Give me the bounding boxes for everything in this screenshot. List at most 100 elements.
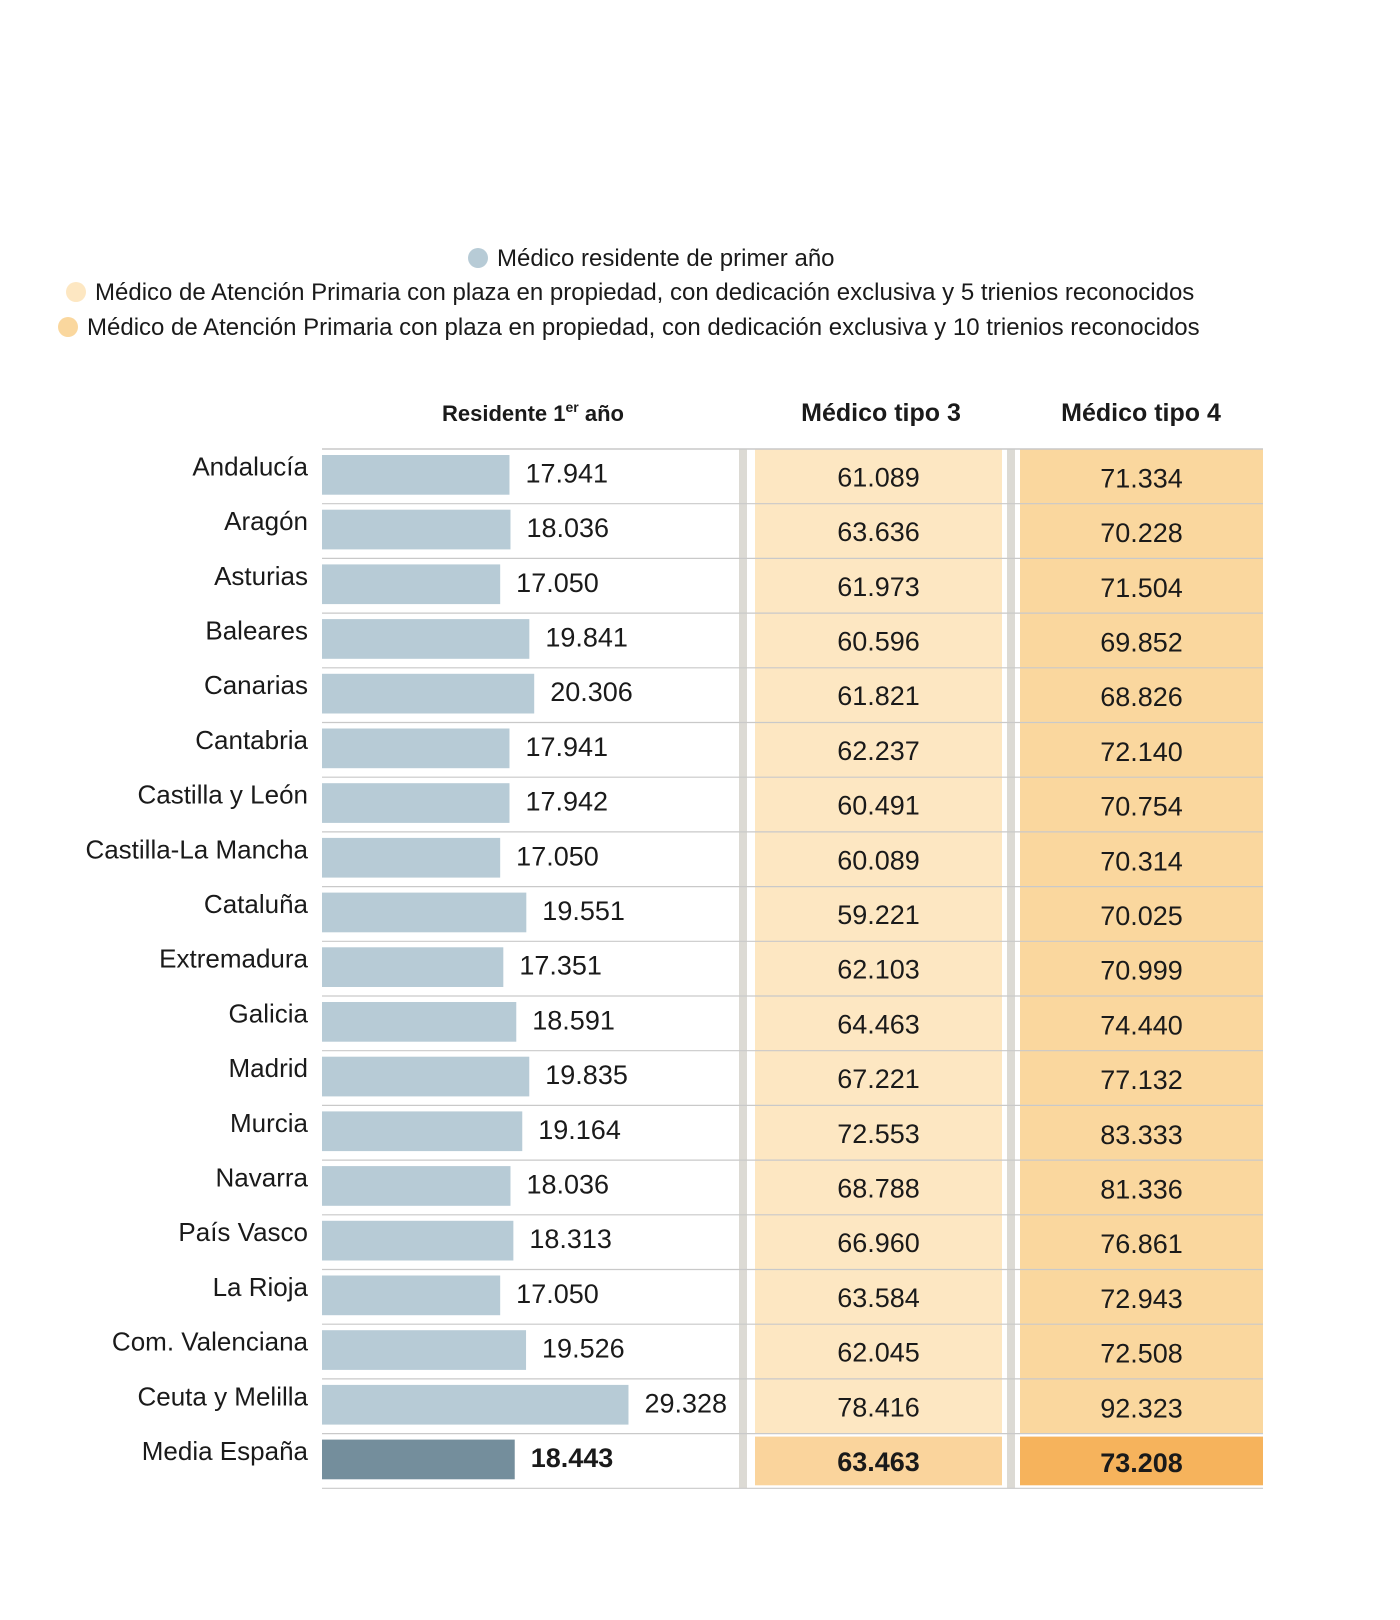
residente-bar xyxy=(322,564,501,605)
table-row: Asturias 17.050 61.973 71.504 xyxy=(214,561,1263,614)
residente-bar xyxy=(322,509,511,550)
residente-bar xyxy=(322,619,530,659)
residente-bar xyxy=(322,1384,629,1425)
tipo3-value: 62.237 xyxy=(837,736,920,766)
tipo4-value: 68.826 xyxy=(1100,682,1183,712)
residente-value: 18.036 xyxy=(526,513,609,543)
table-row: Cantabria 17.941 62.237 72.140 xyxy=(195,725,1263,778)
tipo4-value: 72.508 xyxy=(1100,1339,1183,1369)
tipo4-value: 76.861 xyxy=(1100,1229,1183,1259)
residente-value: 29.328 xyxy=(644,1388,727,1418)
tipo3-value: 78.416 xyxy=(837,1392,920,1422)
tipo4-average-cell xyxy=(1020,1436,1263,1486)
table-row: Canarias 20.306 61.821 68.826 xyxy=(204,670,1263,724)
residente-bar xyxy=(322,1111,523,1152)
table-row: Madrid 19.835 67.221 77.132 xyxy=(229,1053,1263,1107)
residente-value: 19.164 xyxy=(538,1115,621,1145)
region-label: Ceuta y Melilla xyxy=(137,1381,308,1411)
table-row: País Vasco 18.313 66.960 76.861 xyxy=(178,1217,1263,1271)
residente-bar xyxy=(322,892,527,933)
column-separator xyxy=(1007,449,1015,1489)
residente-value: 17.050 xyxy=(516,568,599,598)
tipo4-value: 83.333 xyxy=(1100,1120,1183,1150)
header-tipo3: Médico tipo 3 xyxy=(801,399,961,427)
tipo4-value: 72.943 xyxy=(1100,1284,1183,1314)
region-label: Andalucía xyxy=(192,451,308,481)
table-row: Navarra 18.036 68.788 81.336 xyxy=(216,1162,1263,1216)
residente-bar xyxy=(322,947,504,987)
residente-value: 18.443 xyxy=(531,1443,614,1473)
tipo4-value: 77.132 xyxy=(1100,1065,1183,1095)
residente-bar xyxy=(322,837,501,878)
residente-value: 19.551 xyxy=(542,896,625,926)
header-residente-tail: año xyxy=(579,401,624,426)
table-row: Castilla y León 17.942 60.491 70.754 xyxy=(137,780,1263,833)
tipo3-value: 61.973 xyxy=(837,572,920,602)
residente-bar xyxy=(322,783,510,823)
table-rows: Andalucía 17.941 61.089 71.334 Aragón 18.036 6… xyxy=(85,451,1263,1489)
table-row: Ceuta y Melilla 29.328 78.416 92.323 xyxy=(137,1381,1263,1435)
residente-value: 17.941 xyxy=(525,458,608,488)
residente-bar xyxy=(322,455,510,495)
tipo3-value: 64.463 xyxy=(837,1009,920,1039)
tipo4-value: 70.025 xyxy=(1100,901,1183,931)
legend-dot-residente xyxy=(468,248,488,268)
tipo4-value: 69.852 xyxy=(1100,627,1183,657)
region-label: Madrid xyxy=(229,1053,308,1083)
tipo4-value: 72.140 xyxy=(1100,737,1183,767)
table-row-average: Media España 18.443 63.463 73.208 xyxy=(142,1436,1263,1489)
region-label: Castilla y León xyxy=(137,780,308,810)
tipo4-value: 70.754 xyxy=(1100,792,1183,822)
residente-bar xyxy=(322,1056,530,1097)
residente-value: 17.351 xyxy=(519,951,602,981)
tipo3-value: 61.089 xyxy=(837,462,920,492)
table-row: Aragón 18.036 63.636 70.228 xyxy=(224,506,1263,560)
region-label: Media España xyxy=(142,1436,309,1466)
tipo3-value: 62.045 xyxy=(837,1338,920,1368)
region-label: La Rioja xyxy=(213,1272,309,1302)
legend-dot-tipo3 xyxy=(66,282,86,302)
table-row: Extremadura 17.351 62.103 70.999 xyxy=(159,944,1263,997)
region-label: Asturias xyxy=(214,561,308,591)
region-label: Aragón xyxy=(224,506,308,536)
region-label: Galicia xyxy=(229,998,309,1028)
residente-value: 18.313 xyxy=(529,1224,612,1254)
residente-value: 18.591 xyxy=(532,1005,615,1035)
region-label: Cantabria xyxy=(195,725,308,755)
residente-value: 17.050 xyxy=(516,841,599,871)
residente-bar xyxy=(322,1330,527,1370)
region-label: Com. Valenciana xyxy=(112,1327,309,1357)
region-label: País Vasco xyxy=(178,1217,308,1247)
column-headers: Residente 1er año Médico tipo 3 Médico t… xyxy=(442,399,1221,427)
legend-dot-tipo4 xyxy=(58,317,78,337)
residente-bar xyxy=(322,1275,501,1316)
residente-bar xyxy=(322,1220,514,1261)
column-separator xyxy=(739,449,747,1489)
region-label: Baleares xyxy=(205,615,308,645)
tipo3-value: 62.103 xyxy=(837,955,920,985)
tipo4-value: 70.999 xyxy=(1100,956,1183,986)
region-label: Extremadura xyxy=(159,944,308,974)
tipo3-value: 63.584 xyxy=(837,1283,920,1313)
table-row: Baleares 19.841 60.596 69.852 xyxy=(205,615,1263,669)
residente-bar xyxy=(322,673,535,714)
tipo3-value: 67.221 xyxy=(837,1064,920,1094)
residente-value: 17.941 xyxy=(525,732,608,762)
residente-value: 18.036 xyxy=(526,1169,609,1199)
tipo4-value: 70.314 xyxy=(1100,846,1183,876)
tipo3-average-cell xyxy=(755,1436,1002,1486)
residente-value: 19.841 xyxy=(545,622,628,652)
tipo4-value: 73.208 xyxy=(1100,1448,1183,1478)
residente-value: 19.526 xyxy=(542,1334,625,1364)
table-row: Galicia 18.591 64.463 74.440 xyxy=(229,998,1263,1052)
tipo4-value: 92.323 xyxy=(1100,1393,1183,1423)
tipo3-value: 66.960 xyxy=(837,1228,920,1258)
tipo3-value: 59.221 xyxy=(837,900,920,930)
tipo3-value: 63.463 xyxy=(837,1447,920,1477)
region-label: Castilla-La Mancha xyxy=(85,834,308,864)
tipo4-value: 81.336 xyxy=(1100,1174,1183,1204)
legend-label-tipo4: Médico de Atención Primaria con plaza en… xyxy=(87,314,1200,341)
residente-bar xyxy=(322,1002,517,1042)
table-row: Andalucía 17.941 61.089 71.334 xyxy=(192,451,1263,505)
